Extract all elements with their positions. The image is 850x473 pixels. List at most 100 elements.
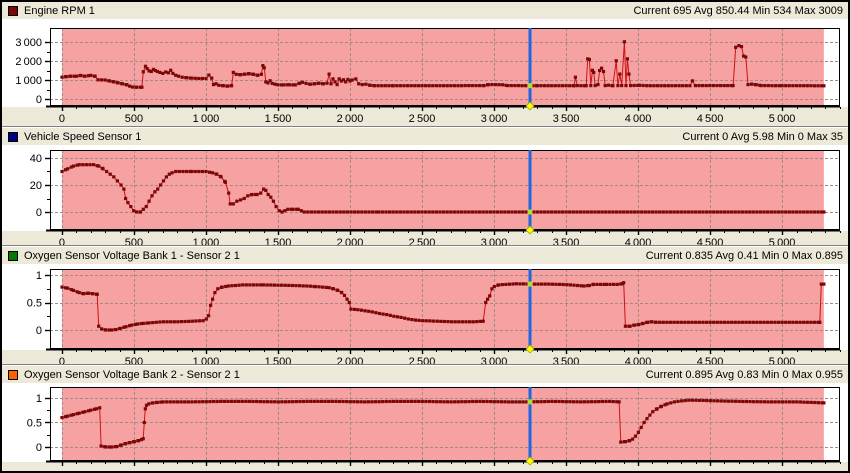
y-axis-label: 0 (36, 325, 42, 337)
y-ticks (45, 397, 50, 449)
x-axis-label: 500 (125, 237, 143, 245)
panel-title: Oxygen Sensor Voltage Bank 1 - Sensor 2 … (24, 249, 240, 262)
x-axis-label: 3 500 (553, 113, 580, 125)
x-axis-label: 1 500 (265, 237, 292, 245)
x-axis-label: 2 000 (337, 113, 364, 125)
panel-title: Oxygen Sensor Voltage Bank 2 - Sensor 2 … (24, 368, 240, 381)
x-axis-label: 2 000 (337, 237, 364, 245)
chart-o2-bank1[interactable]: 0 0.5 1 0 500 1 000 1 500 2 000 2 500 3 000 3 500 4… (2, 264, 848, 368)
y-axis-label: 2 000 (15, 56, 42, 68)
chart-vehicle-speed[interactable]: 0 20 40 0 500 1 000 1 500 2 000 2 500 3 000 3 500 4… (2, 145, 848, 249)
data-series (60, 40, 826, 89)
chart-engine-rpm[interactable]: 0 1 000 2 000 3 000 0 500 1 000 1 500 2 000 2 500… (2, 19, 848, 126)
chart-svg: 0 0.5 1 0 500 1 000 1 500 2 000 2 500 3 000 3 500 4… (2, 264, 848, 368)
data-series (60, 281, 826, 332)
series-color-icon (8, 369, 18, 380)
cursor-axis-marker[interactable] (525, 344, 535, 354)
chart-o2-bank2[interactable]: 0 0.5 1 (2, 383, 848, 471)
x-axis-label: 1 000 (193, 113, 220, 125)
data-region (61, 150, 824, 230)
y-axis-label: 1 (36, 270, 42, 282)
x-axis-label: 4 500 (697, 237, 724, 245)
y-axis-label: 0 (36, 442, 42, 454)
data-series (60, 398, 826, 449)
x-ticks (61, 350, 841, 354)
x-axis-label: 4 000 (625, 237, 652, 245)
data-series (60, 163, 826, 214)
panel-stats: Current 0 Avg 5.98 Min 0 Max 35 (682, 130, 843, 143)
x-axis-label: 0 (59, 237, 65, 245)
x-axis-label: 4 500 (697, 113, 724, 125)
x-axis-label: 4 000 (625, 356, 652, 364)
y-ticks (45, 157, 50, 214)
cursor-axis-marker[interactable] (525, 225, 535, 235)
axis-label-row (2, 231, 848, 245)
cursor-point-marker (527, 281, 533, 287)
x-ticks (61, 107, 841, 111)
x-axis-label: 1 500 (265, 356, 292, 364)
x-axis-label: 3 500 (553, 237, 580, 245)
panel-stats: Current 695 Avg 850.44 Min 534 Max 3009 (633, 4, 843, 17)
y-ticks (45, 41, 50, 101)
data-region (61, 28, 824, 106)
x-axis-label: 500 (125, 113, 143, 125)
x-axis-label: 1 000 (193, 237, 220, 245)
chart-svg: 00.51 (2, 383, 848, 471)
axis-label-row (2, 107, 848, 126)
data-region (61, 269, 824, 349)
y-axis-label: 0 (36, 207, 42, 219)
cursor-axis-marker[interactable] (525, 456, 535, 466)
x-axis-label: 2 500 (409, 237, 436, 245)
cursor-axis-marker[interactable] (525, 101, 535, 111)
chart-svg: 0 20 40 0 500 1 000 1 500 2 000 2 500 3 000 3 500 4… (2, 145, 848, 249)
panel-header-engine-rpm[interactable]: Engine RPM 1 Current 695 Avg 850.44 Min … (2, 2, 848, 19)
x-axis-label: 5 000 (769, 237, 796, 245)
series-color-icon (8, 250, 18, 261)
cursor-point-marker (527, 399, 533, 405)
panel-header-o2-bank2[interactable]: Oxygen Sensor Voltage Bank 2 - Sensor 2 … (2, 366, 848, 383)
x-ticks (61, 462, 841, 466)
panel-separator (2, 126, 848, 128)
panel-engine-rpm: Engine RPM 1 Current 695 Avg 850.44 Min … (2, 2, 848, 126)
panel-header-o2-bank1[interactable]: Oxygen Sensor Voltage Bank 1 - Sensor 2 … (2, 247, 848, 264)
y-axis-label: 20 (30, 180, 42, 192)
panel-o2-bank1: Oxygen Sensor Voltage Bank 1 - Sensor 2 … (2, 247, 848, 368)
x-axis-label: 3 000 (481, 237, 508, 245)
x-axis-label: 1 000 (193, 356, 220, 364)
panel-title: Engine RPM 1 (24, 4, 95, 17)
x-ticks (61, 231, 841, 235)
y-axis-label: 3 000 (15, 37, 42, 49)
x-axis-label: 500 (125, 356, 143, 364)
x-axis-label: 2 000 (337, 356, 364, 364)
x-axis-label: 3 000 (481, 113, 508, 125)
y-axis-label: 1 (36, 393, 42, 405)
panel-header-vehicle-speed[interactable]: Vehicle Speed Sensor 1 Current 0 Avg 5.9… (2, 128, 848, 145)
y-axis-label: 1 000 (15, 75, 42, 87)
series-color-icon (8, 5, 18, 16)
y-axis-label: 0.5 (27, 417, 42, 429)
panel-separator (2, 364, 848, 366)
x-axis-label: 1 500 (265, 113, 292, 125)
y-ticks (45, 274, 50, 332)
axis-label-row (2, 462, 848, 471)
gridlines (50, 387, 840, 461)
x-axis-label: 0 (59, 113, 65, 125)
panel-vehicle-speed: Vehicle Speed Sensor 1 Current 0 Avg 5.9… (2, 128, 848, 249)
chart-svg: 0 1 000 2 000 3 000 0 500 1 000 1 500 2 000 2 500… (2, 19, 848, 126)
x-axis-label: 2 500 (409, 356, 436, 364)
x-axis-label: 3 000 (481, 356, 508, 364)
panel-separator (2, 245, 848, 247)
x-axis-label: 5 000 (769, 356, 796, 364)
panel-title: Vehicle Speed Sensor 1 (24, 130, 142, 143)
x-axis-label: 0 (59, 356, 65, 364)
panel-stats: Current 0.835 Avg 0.41 Min 0 Max 0.895 (645, 249, 843, 262)
panel-o2-bank2: Oxygen Sensor Voltage Bank 2 - Sensor 2 … (2, 366, 848, 471)
series-color-icon (8, 131, 18, 142)
x-axis-label: 3 500 (553, 356, 580, 364)
axis-label-row (2, 350, 848, 364)
x-axis-label: 2 500 (409, 113, 436, 125)
x-axis-label: 4 000 (625, 113, 652, 125)
cursor-point-marker (527, 209, 533, 215)
cursor-point-marker (527, 83, 533, 89)
